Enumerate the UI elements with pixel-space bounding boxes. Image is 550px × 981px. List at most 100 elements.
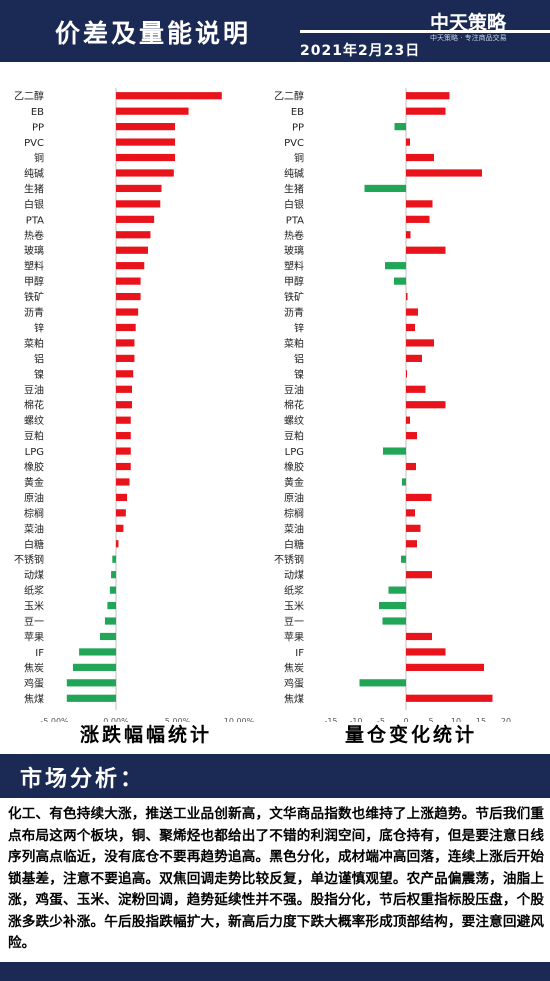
volume-bar <box>382 617 406 625</box>
change-category-label: 玉米 <box>24 600 44 613</box>
change-bar <box>116 432 131 440</box>
change-tick-label: 10.00% <box>224 717 255 722</box>
volume-bar <box>406 339 434 347</box>
change-category-label: 铁矿 <box>24 291 44 304</box>
change-category-label: 乙二醇 <box>14 90 44 103</box>
volume-tick-label: 15 <box>476 717 486 722</box>
change-bar <box>116 169 174 177</box>
volume-category-label: LPG <box>285 447 304 458</box>
change-bar <box>109 586 116 594</box>
chart-title-change: 涨跌幅幅统计 <box>80 724 213 746</box>
change-bar <box>116 92 222 100</box>
change-bar <box>116 215 155 223</box>
volume-bar <box>406 401 446 409</box>
change-category-label: 黄金 <box>24 476 44 489</box>
change-bar <box>116 354 135 362</box>
change-category-label: 棉花 <box>24 399 44 412</box>
change-bar <box>116 524 124 532</box>
brand-logo-text: 中天策略 <box>430 12 507 34</box>
change-bar <box>116 339 135 347</box>
change-category-label: 豆粕 <box>24 430 44 443</box>
change-bar <box>116 123 176 131</box>
volume-bar <box>406 246 446 254</box>
change-category-label: 热卷 <box>24 229 44 242</box>
volume-bar <box>406 462 416 471</box>
change-category-label: IF <box>35 648 44 659</box>
change-bar <box>116 447 131 455</box>
change-bar <box>116 262 145 270</box>
volume-category-label: 沥青 <box>284 306 304 319</box>
change-bar <box>116 401 132 409</box>
analysis-band <box>0 754 550 798</box>
volume-category-label: 铁矿 <box>284 291 304 304</box>
change-category-label: 豆油 <box>24 383 44 396</box>
change-category-label: 不锈钢 <box>14 553 44 566</box>
volume-bar <box>406 107 446 115</box>
volume-category-label: 棉花 <box>284 399 304 412</box>
volume-category-label: 动煤 <box>284 569 304 582</box>
volume-category-label: 白银 <box>284 198 304 211</box>
volume-category-label: 焦炭 <box>284 661 304 674</box>
bottom-strip <box>0 962 550 981</box>
change-category-label: PP <box>32 123 44 134</box>
volume-category-label: 玉米 <box>284 600 304 613</box>
change-category-label: 纸浆 <box>24 584 44 597</box>
volume-bar <box>406 632 432 641</box>
volume-bar <box>385 262 406 270</box>
change-category-label: 菜油 <box>24 522 44 535</box>
change-bar <box>116 323 136 332</box>
volume-bar <box>406 509 415 517</box>
change-category-label: 玻璃 <box>24 244 44 257</box>
volume-bar <box>406 571 432 579</box>
change-category-label: EB <box>31 107 44 118</box>
change-category-label: 焦煤 <box>24 692 44 705</box>
change-category-label: PTA <box>26 215 44 226</box>
change-bar <box>112 555 116 563</box>
change-bar <box>72 663 116 671</box>
volume-category-label: 黄金 <box>284 476 304 489</box>
volume-category-label: 豆粕 <box>284 430 304 443</box>
change-category-label: 棕榈 <box>24 507 44 520</box>
volume-bar <box>406 169 482 177</box>
change-category-label: 苹果 <box>24 630 44 643</box>
change-bar <box>116 493 128 502</box>
change-category-label: 菜粕 <box>24 337 44 350</box>
change-category-label: 镍 <box>34 368 44 381</box>
change-bar <box>100 632 116 641</box>
report-date: 2021年2月23日 <box>300 43 421 59</box>
volume-category-label: 原油 <box>284 491 304 504</box>
volume-tick-label: 20 <box>501 717 511 722</box>
volume-tick-label: -5 <box>377 717 385 722</box>
change-category-label: 塑料 <box>24 260 44 273</box>
brand-logo-subtitle: 中天策略 · 专注商品交易 <box>430 34 507 42</box>
volume-bar <box>406 416 410 424</box>
volume-category-label: 乙二醇 <box>274 90 304 103</box>
change-bar <box>116 138 176 146</box>
change-bar <box>66 694 116 702</box>
volume-category-label: IF <box>295 648 304 659</box>
volume-category-label: 棕榈 <box>284 507 304 520</box>
change-category-label: 动煤 <box>24 569 44 582</box>
change-category-label: 沥青 <box>24 306 44 319</box>
change-bar <box>116 308 139 316</box>
volume-category-label: 纸浆 <box>284 584 304 597</box>
change-bar <box>107 601 116 610</box>
change-category-label: 原油 <box>24 491 44 504</box>
header-divider <box>300 30 550 33</box>
volume-category-label: 热卷 <box>284 229 304 242</box>
change-category-label: 纯碱 <box>24 167 44 180</box>
volume-bar <box>406 370 407 378</box>
volume-category-label: 菜油 <box>284 522 304 535</box>
volume-category-label: 豆油 <box>284 383 304 396</box>
change-tick-label: 0.00% <box>103 717 129 722</box>
volume-tick-label: 0 <box>403 717 408 722</box>
change-category-label: 白糖 <box>24 538 44 551</box>
change-bar <box>116 416 131 424</box>
volume-bar <box>406 694 493 702</box>
change-category-label: 焦炭 <box>24 661 44 674</box>
change-tick-label: -5.00% <box>40 717 69 722</box>
volume-bar <box>388 586 406 594</box>
change-category-label: 豆一 <box>24 616 44 628</box>
volume-bar <box>406 354 422 362</box>
